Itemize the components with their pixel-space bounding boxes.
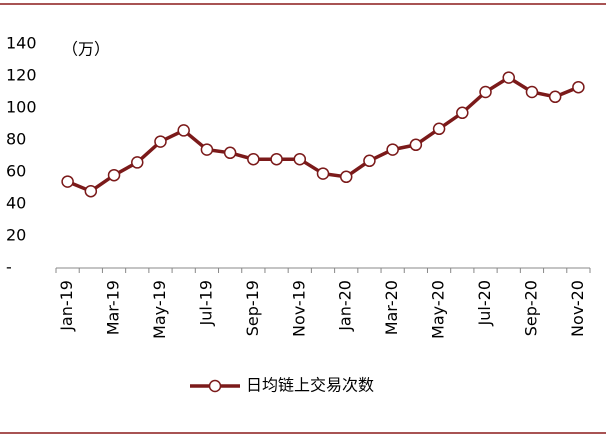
y-tick-label: 40	[6, 194, 26, 213]
x-tick-label: May-20	[429, 280, 448, 339]
y-tick-label: 80	[6, 130, 26, 149]
marker	[572, 80, 585, 94]
marker	[107, 168, 121, 182]
marker	[177, 124, 190, 137]
marker	[223, 146, 237, 160]
y-tick-label: -	[6, 258, 12, 277]
unit-label: （万）	[62, 40, 110, 59]
marker	[247, 152, 260, 166]
marker	[479, 85, 492, 99]
marker	[502, 71, 515, 84]
marker	[293, 152, 307, 166]
marker	[84, 184, 98, 198]
y-tick-label: 20	[6, 226, 26, 245]
marker	[548, 90, 562, 104]
marker	[363, 154, 376, 168]
marker	[409, 138, 423, 152]
marker	[61, 175, 74, 188]
marker	[154, 135, 167, 148]
x-tick-label: Jul-19	[196, 280, 215, 326]
y-tick-label: 120	[6, 66, 37, 85]
marker	[200, 143, 214, 156]
x-tick-label: Jan-19	[57, 280, 76, 332]
y-tick-label: 60	[6, 162, 26, 181]
x-tick-label: Mar-20	[382, 280, 401, 335]
x-tick-label: Mar-19	[104, 280, 123, 335]
x-tick-label: Sep-20	[521, 280, 540, 336]
x-tick-label: Jan-20	[336, 280, 355, 332]
legend-label: 日均链上交易次数	[246, 376, 374, 395]
marker	[316, 167, 330, 180]
y-tick-label: 140	[6, 34, 37, 53]
marker	[525, 85, 539, 99]
x-tick-label: Jul-20	[475, 280, 494, 326]
y-tick-label: 100	[6, 98, 37, 117]
x-tick-label: Nov-20	[568, 280, 587, 337]
marker	[386, 143, 399, 156]
x-tick-label: Sep-19	[243, 280, 262, 336]
marker	[339, 170, 353, 184]
x-tick-label: Nov-19	[289, 280, 308, 337]
marker	[432, 122, 446, 136]
marker	[131, 156, 144, 169]
marker	[456, 106, 469, 120]
x-tick-label: May-19	[150, 280, 169, 339]
legend-marker	[208, 379, 222, 393]
marker	[270, 152, 283, 166]
